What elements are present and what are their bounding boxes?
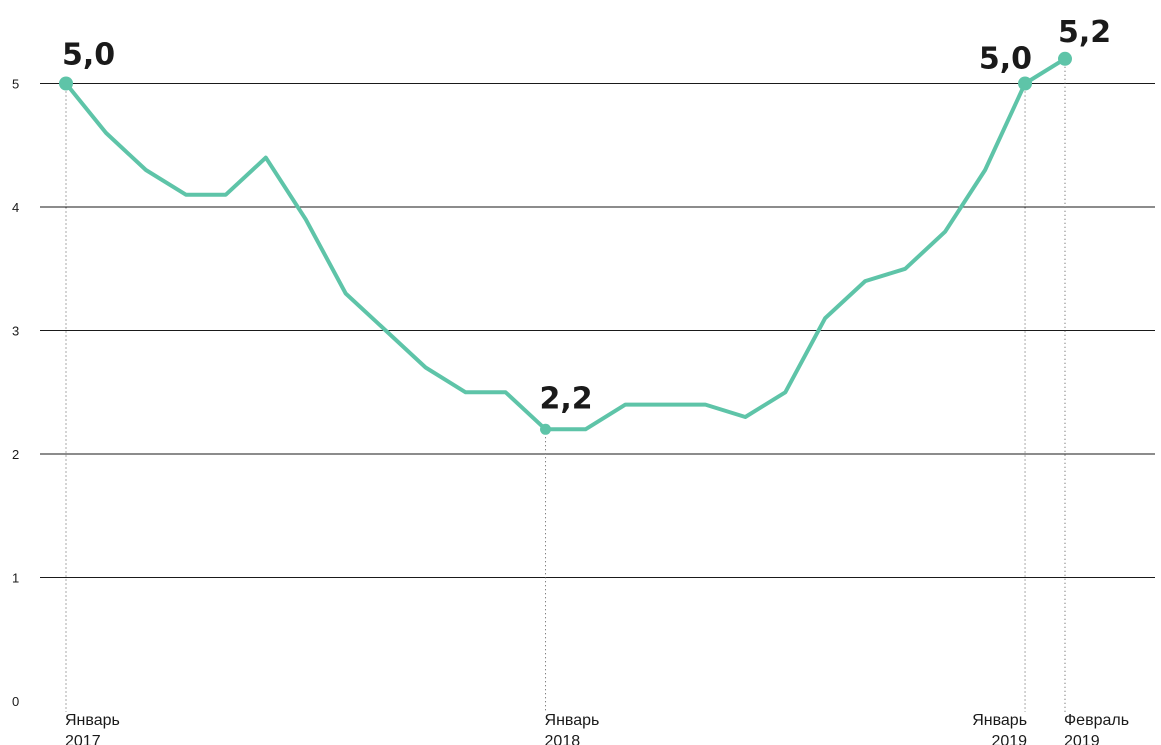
data-point-2019-02 — [1058, 51, 1072, 66]
x-tick-label: 2017 — [65, 733, 101, 745]
x-tick-label: Январь — [545, 712, 600, 729]
data-point-2019-01 — [1018, 76, 1033, 91]
data-point-2017-01 — [59, 76, 73, 91]
x-tick-label: 2019 — [991, 733, 1027, 745]
data-label: 5,2 — [1058, 15, 1111, 50]
y-tick-label: 1 — [12, 571, 19, 586]
x-axis: Январь 2017 Январь 2018 Январь 2019 Февраль 201… — [65, 712, 1129, 745]
x-tick-label: Январь — [65, 712, 120, 729]
series-group — [59, 51, 1072, 435]
data-point-2018-01 — [540, 423, 552, 435]
y-axis: 0 1 2 3 4 5 — [12, 77, 19, 710]
x-tick-label: 2019 — [1064, 733, 1100, 745]
data-labels: 5,0 2,2 5,0 5,2 — [62, 15, 1111, 416]
x-tick-label: Февраль — [1064, 712, 1129, 729]
x-tick-label: 2018 — [545, 733, 581, 745]
y-tick-label: 4 — [12, 200, 19, 215]
y-tick-label: 3 — [12, 324, 19, 339]
data-label: 5,0 — [979, 42, 1032, 77]
data-label: 2,2 — [540, 381, 593, 416]
data-label: 5,0 — [62, 38, 115, 73]
y-tick-label: 2 — [12, 447, 19, 462]
y-tick-label: 0 — [12, 694, 19, 709]
y-tick-label: 5 — [12, 77, 19, 92]
grid-lines — [40, 83, 1155, 578]
series-line — [64, 56, 1067, 432]
guide-lines — [65, 58, 1066, 712]
x-tick-label: Январь — [972, 712, 1027, 729]
